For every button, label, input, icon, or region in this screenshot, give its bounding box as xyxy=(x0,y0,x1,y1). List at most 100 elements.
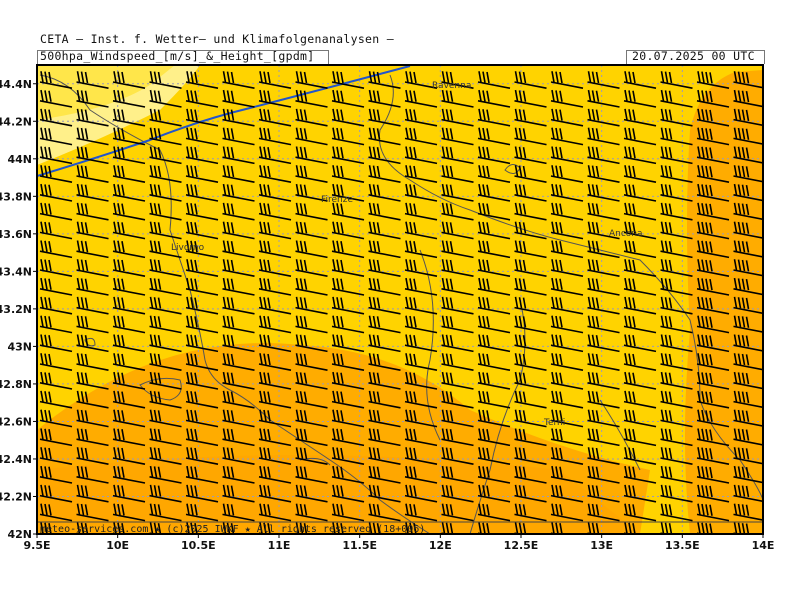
wind-barb xyxy=(550,240,584,259)
wind-barb xyxy=(660,522,673,534)
wind-barb xyxy=(222,108,255,127)
wind-barb xyxy=(404,221,438,240)
wind-barb xyxy=(112,409,146,428)
wind-barb xyxy=(587,334,620,353)
lat-label: 44N xyxy=(7,153,32,166)
wind-barb xyxy=(660,277,693,296)
wind-barb xyxy=(222,409,255,428)
wind-barb xyxy=(368,202,401,221)
wind-barb xyxy=(185,221,219,240)
wind-barb xyxy=(39,165,73,183)
lat-label: 43.2N xyxy=(0,303,32,316)
wind-barb xyxy=(587,146,620,165)
wind-barb xyxy=(149,183,182,202)
wind-barb xyxy=(514,165,547,183)
wind-barb xyxy=(295,484,328,503)
lon-label: 11.5E xyxy=(342,539,377,552)
wind-barb xyxy=(295,108,328,127)
wind-barb xyxy=(331,409,365,428)
wind-barb xyxy=(222,183,255,202)
wind-barb xyxy=(76,221,109,240)
city-label-firenze: Firenze xyxy=(321,195,353,205)
wind-barb xyxy=(185,202,219,221)
wind-barb xyxy=(404,315,438,334)
wind-barb xyxy=(368,484,401,503)
wind-barb xyxy=(149,146,182,165)
wind-barb xyxy=(295,221,328,240)
wind-barb xyxy=(587,127,620,146)
wind-barb xyxy=(76,240,109,259)
wind-barb xyxy=(185,390,219,409)
wind-barb xyxy=(295,334,328,353)
wind-barb xyxy=(76,447,109,465)
wind-barb xyxy=(295,127,328,146)
wind-barb xyxy=(295,277,328,296)
wind-barb xyxy=(477,71,511,89)
wind-barb xyxy=(112,465,146,484)
wind-barb xyxy=(441,503,474,522)
wind-barb xyxy=(112,108,146,127)
city-label-ravenna: Ravenna xyxy=(432,81,471,91)
wind-barb xyxy=(222,259,255,277)
wind-barb xyxy=(587,240,620,259)
wind-barb xyxy=(331,484,365,503)
wind-barb xyxy=(368,221,401,240)
wind-barb xyxy=(295,296,328,315)
wind-barb xyxy=(477,371,511,390)
product-title: 500hpa_Windspeed_[m/s]_&_Height_[gpdm] xyxy=(40,49,315,63)
wind-barb xyxy=(404,240,438,259)
wind-barb xyxy=(222,371,255,390)
wind-barb xyxy=(222,503,255,522)
wind-barb xyxy=(222,165,255,183)
wind-barb xyxy=(733,202,763,221)
wind-barb xyxy=(623,202,657,221)
wind-barb xyxy=(733,428,763,446)
wind-barb xyxy=(441,315,474,334)
wind-barb xyxy=(514,522,527,534)
wind-barb xyxy=(441,484,474,503)
wind-barb xyxy=(623,484,657,503)
wind-barb xyxy=(185,71,219,89)
wind-barb xyxy=(587,390,620,409)
wind-barb xyxy=(368,71,401,89)
wind-barb xyxy=(185,165,219,183)
wind-barb xyxy=(441,447,474,465)
wind-barb xyxy=(331,165,365,183)
wind-barb xyxy=(368,503,401,522)
wind-barb xyxy=(112,127,146,146)
wind-barb xyxy=(258,240,292,259)
wind-barb xyxy=(112,371,146,390)
wind-barb xyxy=(368,277,401,296)
wind-barb xyxy=(112,296,146,315)
wind-barb xyxy=(696,428,730,447)
wind-barb xyxy=(39,503,73,522)
wind-barb xyxy=(39,334,73,353)
wind-barb xyxy=(733,146,763,164)
wind-barb xyxy=(368,409,401,428)
wind-barb xyxy=(550,89,584,108)
wind-barb xyxy=(514,127,547,146)
wind-barb xyxy=(587,428,620,447)
longitude-labels: 9.5E 10E 10.5E 11E 11.5E 12E 12.5E 13E 13.5E 14E xyxy=(23,534,774,552)
wind-barb xyxy=(550,71,584,89)
lon-label: 14E xyxy=(752,539,775,552)
date-box xyxy=(626,50,765,64)
copyright-footer: meteo-services.com ★ (c)2025 IWKF ★ All … xyxy=(40,524,425,535)
wind-barb xyxy=(733,390,763,409)
wind-barb xyxy=(477,484,511,503)
wind-barb xyxy=(258,277,292,296)
wind-barb xyxy=(258,447,292,465)
wind-barb xyxy=(368,334,401,353)
lon-label: 11E xyxy=(268,539,291,552)
wind-barb xyxy=(477,334,511,353)
wind-barb xyxy=(404,146,438,165)
wind-barb xyxy=(477,165,511,183)
wind-barb xyxy=(112,447,146,465)
wind-barb xyxy=(623,277,657,296)
wind-barb xyxy=(112,146,146,165)
wind-barb xyxy=(587,202,620,221)
wind-barb xyxy=(477,353,511,371)
wind-barb xyxy=(76,165,109,183)
wind-barb xyxy=(733,296,763,315)
wind-barb xyxy=(331,183,365,202)
